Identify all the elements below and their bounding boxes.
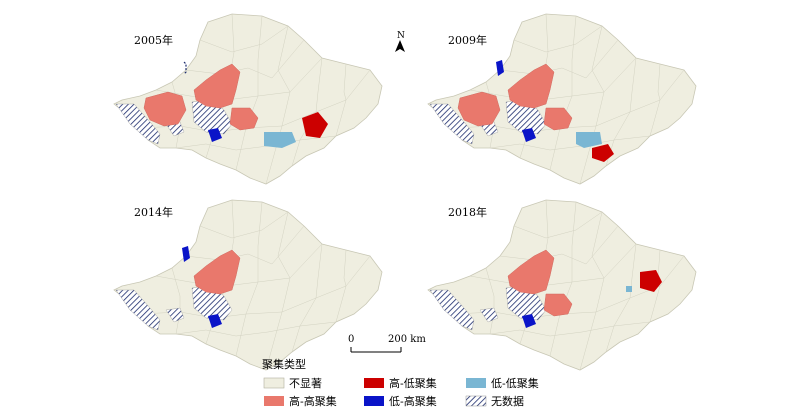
legend-swatch-ll [466,378,486,388]
legend-swatch-lh [364,396,384,406]
map-panel-2009: 2009年 [427,13,697,185]
north-arrow-icon: N [395,31,405,52]
year-label: 2018年 [448,205,487,219]
legend-swatch-nd [465,395,487,407]
svg-text:200 km: 200 km [388,334,426,345]
legend-swatch-hl [364,378,384,388]
map-panel-2005: 2005年 [113,13,383,185]
year-label: 2005年 [134,33,173,47]
legend: 聚集类型 不显著 高-高聚集 高-低聚集 低-高聚集 低-低聚集 无数据 [262,357,539,408]
map-panel-2018: 2018年 [427,199,697,371]
legend-label: 无数据 [491,394,524,408]
legend-swatch-hh [264,396,284,406]
legend-label: 不显著 [289,376,322,390]
legend-title: 聚集类型 [262,357,306,371]
svg-text:0: 0 [348,334,354,345]
legend-label: 低-低聚集 [491,376,539,390]
year-label: 2014年 [134,205,173,219]
legend-label: 高-低聚集 [389,376,437,390]
year-label: 2009年 [448,33,487,47]
legend-swatch-ns [263,377,285,389]
legend-label: 高-高聚集 [289,394,337,408]
map-panel-2014: 2014年 [113,199,383,371]
scale-bar: 0 200 km [348,334,426,353]
legend-label: 低-高聚集 [389,394,437,408]
svg-text:N: N [397,31,405,41]
